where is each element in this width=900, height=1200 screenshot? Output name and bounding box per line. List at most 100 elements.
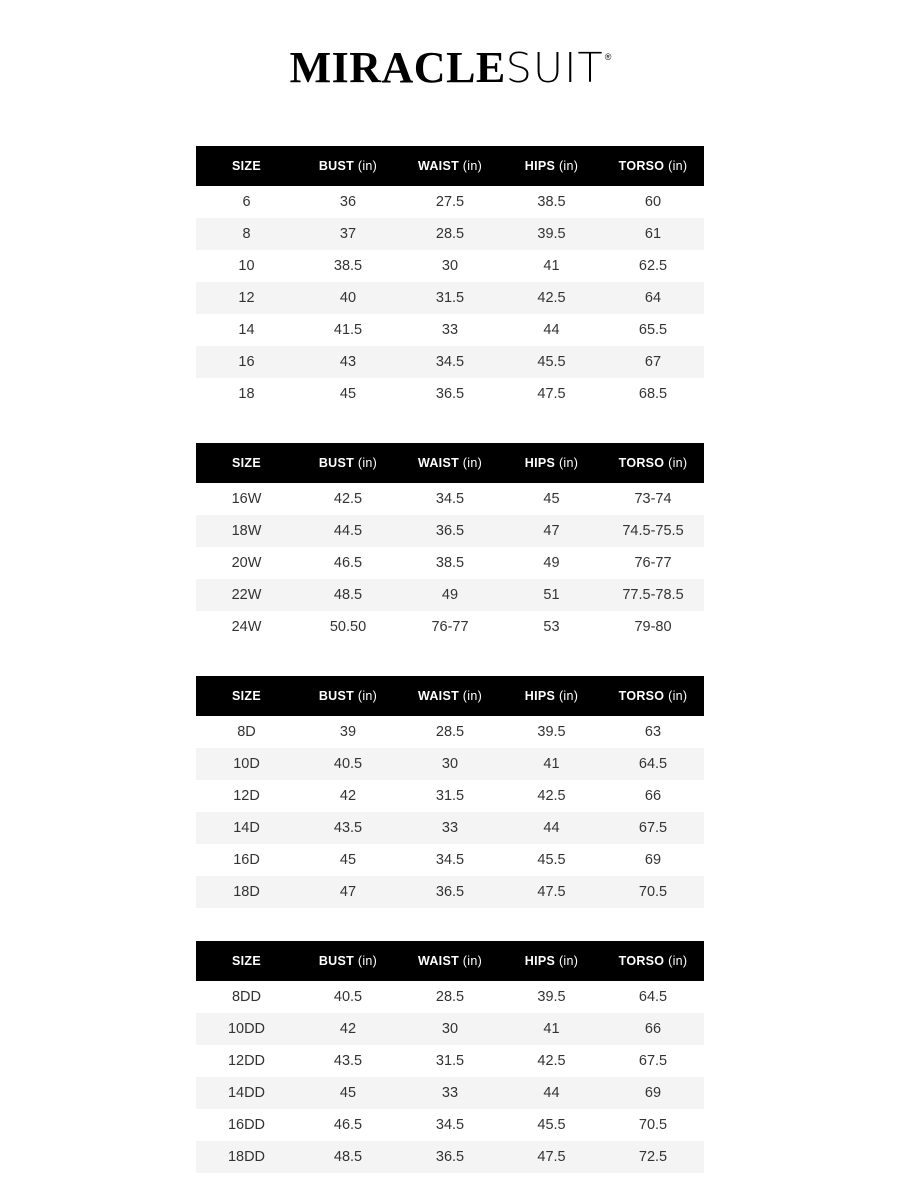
cell-waist: 34.5 bbox=[399, 1109, 501, 1141]
column-header-hips: HIPS (in) bbox=[501, 941, 602, 981]
column-header-size: SIZE bbox=[196, 676, 297, 716]
size-table-misses-sizes: SIZE BUST (in) WAIST (in) HIPS (in) TORSO (i… bbox=[196, 146, 704, 410]
cell-torso: 74.5-75.5 bbox=[602, 515, 704, 547]
column-header-unit-bust: (in) bbox=[354, 456, 378, 470]
miraclesuit-logo: MIRACLESUIT® bbox=[289, 43, 612, 92]
cell-waist: 33 bbox=[399, 812, 501, 844]
cell-hips: 42.5 bbox=[501, 282, 602, 314]
cell-waist: 38.5 bbox=[399, 547, 501, 579]
column-header-waist: WAIST (in) bbox=[399, 146, 501, 186]
column-header-size: SIZE bbox=[196, 941, 297, 981]
cell-bust: 46.5 bbox=[297, 547, 399, 579]
table-header-row: SIZE BUST (in) WAIST (in) HIPS (in) TORSO (i… bbox=[196, 146, 704, 186]
cell-torso: 66 bbox=[602, 780, 704, 812]
cell-bust: 45 bbox=[297, 378, 399, 410]
cell-size: 10D bbox=[196, 748, 297, 780]
cell-hips: 44 bbox=[501, 1077, 602, 1109]
table-row: 14D 43.5 33 44 67.5 bbox=[196, 812, 704, 844]
registered-trademark-icon: ® bbox=[604, 51, 612, 62]
cell-bust: 48.5 bbox=[297, 1141, 399, 1173]
table-row: 12 40 31.5 42.5 64 bbox=[196, 282, 704, 314]
cell-hips: 42.5 bbox=[501, 1045, 602, 1077]
cell-hips: 47.5 bbox=[501, 876, 602, 908]
cell-size: 16DD bbox=[196, 1109, 297, 1141]
cell-bust: 38.5 bbox=[297, 250, 399, 282]
cell-waist: 33 bbox=[399, 314, 501, 346]
cell-torso: 67.5 bbox=[602, 812, 704, 844]
cell-torso: 69 bbox=[602, 1077, 704, 1109]
column-header-waist: WAIST (in) bbox=[399, 941, 501, 981]
cell-torso: 70.5 bbox=[602, 876, 704, 908]
cell-hips: 53 bbox=[501, 611, 602, 643]
table-row: 18W 44.5 36.5 47 74.5-75.5 bbox=[196, 515, 704, 547]
cell-waist: 76-77 bbox=[399, 611, 501, 643]
cell-size: 14 bbox=[196, 314, 297, 346]
cell-bust: 47 bbox=[297, 876, 399, 908]
column-header-size: SIZE bbox=[196, 443, 297, 483]
logo-word-miracle: MIRACLE bbox=[289, 43, 506, 92]
cell-hips: 39.5 bbox=[501, 981, 602, 1013]
cell-size: 12 bbox=[196, 282, 297, 314]
cell-size: 14D bbox=[196, 812, 297, 844]
cell-torso: 72.5 bbox=[602, 1141, 704, 1173]
column-header-unit-hips: (in) bbox=[555, 954, 579, 968]
cell-hips: 45.5 bbox=[501, 844, 602, 876]
cell-hips: 51 bbox=[501, 579, 602, 611]
table-row: 16W 42.5 34.5 45 73-74 bbox=[196, 483, 704, 515]
cell-torso: 68.5 bbox=[602, 378, 704, 410]
cell-waist: 30 bbox=[399, 250, 501, 282]
logo-word-suit: SUIT bbox=[505, 44, 604, 92]
table-row: 16DD 46.5 34.5 45.5 70.5 bbox=[196, 1109, 704, 1141]
column-header-hips: HIPS (in) bbox=[501, 676, 602, 716]
column-header-torso: TORSO (in) bbox=[602, 443, 704, 483]
column-header-unit-waist: (in) bbox=[459, 689, 483, 703]
cell-hips: 47.5 bbox=[501, 378, 602, 410]
cell-hips: 39.5 bbox=[501, 716, 602, 748]
cell-bust: 46.5 bbox=[297, 1109, 399, 1141]
cell-torso: 66 bbox=[602, 1013, 704, 1045]
cell-bust: 39 bbox=[297, 716, 399, 748]
table-row: 22W 48.5 49 51 77.5-78.5 bbox=[196, 579, 704, 611]
cell-bust: 40.5 bbox=[297, 981, 399, 1013]
cell-waist: 30 bbox=[399, 1013, 501, 1045]
cell-hips: 47 bbox=[501, 515, 602, 547]
cell-waist: 28.5 bbox=[399, 981, 501, 1013]
cell-waist: 33 bbox=[399, 1077, 501, 1109]
cell-size: 14DD bbox=[196, 1077, 297, 1109]
column-header-hips: HIPS (in) bbox=[501, 146, 602, 186]
column-header-size: SIZE bbox=[196, 146, 297, 186]
table-row: 6 36 27.5 38.5 60 bbox=[196, 186, 704, 218]
cell-waist: 36.5 bbox=[399, 1141, 501, 1173]
column-header-unit-torso: (in) bbox=[664, 689, 688, 703]
table-row: 10 38.5 30 41 62.5 bbox=[196, 250, 704, 282]
column-header-bust: BUST (in) bbox=[297, 443, 399, 483]
cell-bust: 45 bbox=[297, 1077, 399, 1109]
column-header-unit-waist: (in) bbox=[459, 159, 483, 173]
cell-size: 12D bbox=[196, 780, 297, 812]
cell-waist: 34.5 bbox=[399, 844, 501, 876]
column-header-unit-torso: (in) bbox=[664, 954, 688, 968]
cell-bust: 42 bbox=[297, 1013, 399, 1045]
cell-bust: 43.5 bbox=[297, 812, 399, 844]
column-header-unit-waist: (in) bbox=[459, 954, 483, 968]
cell-size: 22W bbox=[196, 579, 297, 611]
cell-hips: 44 bbox=[501, 314, 602, 346]
cell-waist: 28.5 bbox=[399, 716, 501, 748]
cell-waist: 36.5 bbox=[399, 378, 501, 410]
cell-hips: 41 bbox=[501, 250, 602, 282]
size-table-plus-w-sizes: SIZE BUST (in) WAIST (in) HIPS (in) TORSO (i… bbox=[196, 443, 704, 643]
size-tables-container: SIZE BUST (in) WAIST (in) HIPS (in) TORSO (i… bbox=[196, 62, 704, 1173]
column-header-bust: BUST (in) bbox=[297, 676, 399, 716]
table-row: 8D 39 28.5 39.5 63 bbox=[196, 716, 704, 748]
cell-torso: 77.5-78.5 bbox=[602, 579, 704, 611]
cell-bust: 48.5 bbox=[297, 579, 399, 611]
cell-hips: 49 bbox=[501, 547, 602, 579]
cell-bust: 43 bbox=[297, 346, 399, 378]
cell-waist: 27.5 bbox=[399, 186, 501, 218]
table-row: 10DD 42 30 41 66 bbox=[196, 1013, 704, 1045]
cell-torso: 65.5 bbox=[602, 314, 704, 346]
table-row: 14DD 45 33 44 69 bbox=[196, 1077, 704, 1109]
cell-size: 10 bbox=[196, 250, 297, 282]
cell-size: 20W bbox=[196, 547, 297, 579]
